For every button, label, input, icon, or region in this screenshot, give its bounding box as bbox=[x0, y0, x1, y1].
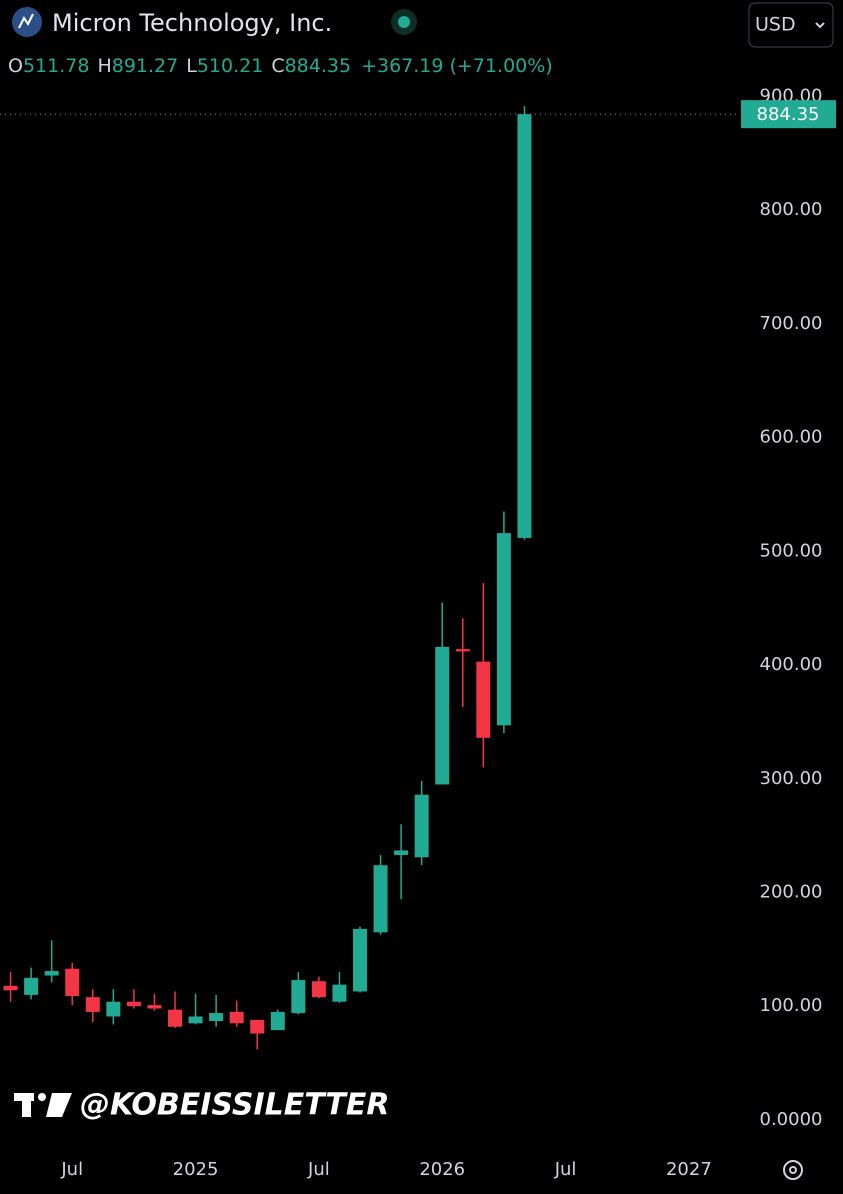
y-tick-label: 400.00 bbox=[760, 654, 823, 675]
candle-body bbox=[332, 984, 347, 1002]
last-price-tag bbox=[741, 100, 836, 129]
candle-body bbox=[85, 997, 100, 1012]
candle-body bbox=[168, 1009, 182, 1027]
change: +367.19 (+71.00%) bbox=[361, 55, 553, 77]
candle-body bbox=[496, 533, 511, 726]
settings-icon-core bbox=[789, 1166, 797, 1174]
candle-body bbox=[126, 1001, 141, 1007]
x-tick-label: 2026 bbox=[419, 1159, 465, 1180]
candle-body bbox=[455, 649, 470, 652]
candle-body bbox=[353, 928, 367, 992]
ohlc-line: O511.78 H891.27 L510.21 C884.35 +367.19 (+71… bbox=[8, 55, 553, 77]
candle-body bbox=[229, 1011, 244, 1024]
last-price-label: 884.35 bbox=[757, 104, 820, 125]
ohlc-key: C bbox=[271, 55, 284, 77]
x-tick-label: Jul bbox=[60, 1159, 83, 1180]
ohlc-key: O bbox=[8, 55, 23, 77]
logo-mark bbox=[18, 13, 34, 29]
candle-body bbox=[414, 794, 429, 858]
tv-logo-part bbox=[22, 1093, 31, 1117]
settings-icon[interactable] bbox=[783, 1160, 803, 1180]
watermark: @KOBEISSILETTER bbox=[80, 1088, 389, 1123]
currency-button[interactable] bbox=[748, 2, 834, 48]
ohlc-key: L bbox=[186, 55, 197, 77]
candle-body bbox=[44, 970, 59, 976]
candle-body bbox=[3, 985, 18, 991]
ohlc-value: 510.21 bbox=[197, 55, 263, 77]
status-dot bbox=[398, 16, 410, 28]
y-tick-label: 200.00 bbox=[760, 882, 823, 903]
candle-body bbox=[270, 1011, 285, 1031]
tv-logo bbox=[14, 1093, 72, 1117]
ohlc-key: H bbox=[97, 55, 111, 77]
ohlc-value: 511.78 bbox=[23, 55, 89, 77]
y-tick-label: 800.00 bbox=[760, 199, 823, 220]
candle-body bbox=[291, 980, 306, 1014]
candle-body bbox=[373, 865, 388, 933]
tv-logo-part bbox=[38, 1093, 46, 1101]
tv-logo-part bbox=[46, 1093, 72, 1117]
ohlc-value: 884.35 bbox=[285, 55, 351, 77]
candle-body bbox=[250, 1019, 265, 1034]
currency: USD bbox=[755, 14, 796, 36]
candle-body bbox=[517, 114, 532, 538]
candle-body bbox=[435, 646, 450, 785]
candle-body bbox=[394, 850, 409, 855]
y-tick-label: 700.00 bbox=[760, 313, 823, 334]
x-tick-label: 2027 bbox=[666, 1159, 712, 1180]
y-tick-label: 500.00 bbox=[760, 540, 823, 561]
candle-body bbox=[188, 1016, 203, 1024]
y-tick-label: 0.0000 bbox=[760, 1109, 823, 1130]
candle-body bbox=[147, 1005, 162, 1009]
currency-caret bbox=[815, 22, 825, 29]
x-tick-label: Jul bbox=[307, 1159, 330, 1180]
candle-body bbox=[209, 1013, 224, 1022]
y-tick-label: 600.00 bbox=[760, 427, 823, 448]
ohlc-value: 891.27 bbox=[112, 55, 178, 77]
x-tick-label: Jul bbox=[554, 1159, 577, 1180]
candle-body bbox=[24, 977, 39, 995]
candle-body bbox=[65, 968, 80, 997]
chart-title: Micron Technology, Inc. bbox=[52, 9, 332, 37]
x-tick-label: 2025 bbox=[173, 1159, 219, 1180]
y-tick-label: 300.00 bbox=[760, 768, 823, 789]
candle-body bbox=[476, 661, 491, 738]
y-tick-label: 100.00 bbox=[760, 995, 823, 1016]
candle-body bbox=[106, 1001, 121, 1017]
candle-body bbox=[311, 981, 326, 998]
